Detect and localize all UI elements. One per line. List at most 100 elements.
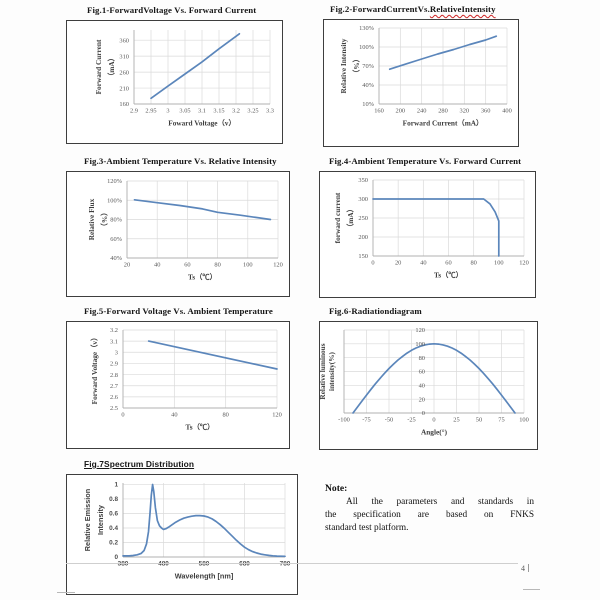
svg-text:-50: -50 [385, 417, 394, 424]
page-number-text: 4 [521, 564, 525, 573]
svg-text:780: 780 [280, 561, 291, 568]
svg-text:-100: -100 [338, 417, 350, 424]
figure-2-title: Fig.2-ForwardCurrentVs.RelativeIntensity [323, 4, 519, 17]
svg-text:40: 40 [171, 412, 177, 419]
svg-text:3.1: 3.1 [198, 108, 206, 115]
svg-text:40: 40 [154, 262, 160, 269]
svg-text:（%）: （%） [100, 209, 109, 231]
svg-text:100: 100 [494, 260, 504, 267]
svg-text:2.8: 2.8 [110, 372, 118, 379]
svg-text:Relative Flux: Relative Flux [87, 198, 96, 240]
svg-text:2.5: 2.5 [110, 405, 118, 412]
svg-text:680: 680 [239, 561, 250, 568]
footer-rule [66, 563, 518, 564]
svg-text:300: 300 [358, 196, 368, 203]
figure-6-chart: -100 -75 -50 -25 0 25 50 75 100 0 20 40 60 80 100 120 An… [318, 327, 529, 437]
svg-text:80: 80 [419, 355, 425, 362]
svg-text:Intensity: Intensity [96, 504, 105, 535]
svg-text:40%: 40% [110, 255, 122, 262]
figure-7-title: Fig.7Spectrum Distribution [66, 459, 298, 472]
svg-text:0: 0 [422, 410, 425, 417]
svg-text:20: 20 [395, 260, 401, 267]
svg-text:Foward Voltage（v）: Foward Voltage（v） [168, 119, 236, 128]
figure-5-frame: 0 40 80 120 2.5 2.6 2.7 2.8 2.9 3 3.1 3.2 Ts（℃） Forwa… [66, 321, 290, 449]
figure-3-title: Fig.3-Ambient Temperature Vs. Relative I… [66, 156, 290, 169]
svg-text:0.4: 0.4 [109, 525, 118, 532]
svg-text:2.7: 2.7 [110, 383, 119, 390]
svg-text:Relative Intensity: Relative Intensity [339, 38, 348, 93]
svg-text:120: 120 [272, 412, 282, 419]
svg-text:60: 60 [445, 260, 451, 267]
note-body-line-2: the specification are based on FNKS [325, 510, 534, 520]
svg-text:100: 100 [243, 262, 253, 269]
svg-text:360: 360 [481, 108, 491, 115]
svg-text:40: 40 [419, 383, 425, 390]
svg-text:150: 150 [358, 253, 368, 260]
svg-text:intensity(%): intensity(%) [327, 351, 336, 390]
svg-text:forward current: forward current [333, 192, 342, 243]
figure-5-chart: 0 40 80 120 2.5 2.6 2.7 2.8 2.9 3 3.1 3.2 Ts（℃） Forwa… [90, 327, 282, 432]
svg-text:3.15: 3.15 [213, 108, 224, 115]
svg-text:100%: 100% [107, 197, 123, 204]
svg-text:120: 120 [273, 262, 283, 269]
figure-4-frame: 0 20 40 60 80 100 120 150 200 250 300 350 Ts（℃） forwa… [319, 171, 536, 298]
svg-text:70%: 70% [362, 63, 374, 70]
figure-3-chart: 20 40 60 80 100 120 40% 60% 80% 100% 120% Ts（℃） Rela… [87, 178, 283, 281]
figure-1-frame: 2.9 2.95 3 3.05 3.1 3.15 3.2 3.25 3.3 160 210 260 31… [66, 20, 283, 144]
svg-text:160: 160 [119, 101, 129, 108]
figure-7-frame: 380 480 580 680 780 0 0.2 0.4 0.6 0.8 1 Wavelength … [66, 474, 298, 595]
svg-text:20: 20 [419, 396, 425, 403]
page-number-caret [528, 564, 529, 572]
svg-text:400: 400 [502, 108, 512, 115]
svg-text:80: 80 [470, 260, 476, 267]
svg-text:480: 480 [158, 561, 169, 568]
figure-5-title: Fig.5-Forward Voltage Vs. Ambient Temper… [66, 306, 290, 319]
svg-text:2.9: 2.9 [110, 361, 118, 368]
svg-text:0: 0 [114, 554, 118, 561]
margin-mark-bottom-left [57, 592, 75, 593]
figure-1: Fig.1-ForwardVoltage Vs. Forward Current… [66, 5, 283, 144]
svg-text:0: 0 [121, 412, 124, 419]
svg-text:Angle(°): Angle(°) [421, 428, 448, 437]
svg-text:80: 80 [222, 412, 228, 419]
svg-text:80%: 80% [110, 217, 122, 224]
svg-text:120: 120 [415, 327, 425, 334]
svg-text:（%）: （%） [352, 55, 361, 77]
svg-text:240: 240 [417, 108, 427, 115]
page-number: 4 [521, 564, 529, 573]
svg-text:10%: 10% [362, 101, 374, 108]
note-body-line-3: standard test platform. [325, 523, 409, 533]
figure-3-frame: 20 40 60 80 100 120 40% 60% 80% 100% 120% Ts（℃） Rela… [66, 171, 290, 297]
svg-text:Ts（℃）: Ts（℃） [186, 423, 215, 432]
svg-text:3.3: 3.3 [266, 108, 274, 115]
svg-text:210: 210 [119, 85, 129, 92]
svg-text:200: 200 [396, 108, 406, 115]
figure-2-title-text: Fig.2-ForwardCurrentVs. [330, 4, 430, 14]
figure-3-title-text: Fig.3-Ambient Temperature Vs. Relative I… [84, 156, 277, 166]
svg-text:-75: -75 [362, 417, 371, 424]
svg-text:3.05: 3.05 [179, 108, 190, 115]
figure-5: Fig.5-Forward Voltage Vs. Ambient Temper… [66, 306, 290, 449]
figure-6-title: Fig.6-Radiationdiagram [319, 306, 538, 319]
svg-text:3.25: 3.25 [247, 108, 258, 115]
svg-text:120: 120 [519, 260, 529, 267]
svg-text:50: 50 [476, 417, 482, 424]
svg-text:0: 0 [371, 260, 374, 267]
svg-text:Forward Current（mA）: Forward Current（mA） [403, 119, 484, 128]
svg-text:75: 75 [498, 417, 504, 424]
svg-text:（mA）: （mA） [107, 54, 116, 80]
note-heading: Note: [325, 483, 348, 494]
figure-4-chart: 0 20 40 60 80 100 120 150 200 250 300 350 Ts（℃） forwa… [333, 177, 529, 279]
svg-text:3.2: 3.2 [232, 108, 240, 115]
figure-7-chart: 380 480 580 680 780 0 0.2 0.4 0.6 0.8 1 Wavelength … [83, 482, 291, 581]
svg-text:130%: 130% [359, 25, 375, 32]
svg-text:2.95: 2.95 [145, 108, 156, 115]
svg-text:100: 100 [519, 417, 529, 424]
svg-text:40%: 40% [362, 82, 374, 89]
figure-1-title-text: Fig.1-ForwardVoltage Vs. Forward Current [87, 5, 257, 15]
figure-7-title-text: Fig.7Spectrum Distribution [84, 459, 195, 469]
svg-text:2.9: 2.9 [130, 108, 138, 115]
figure-6: Fig.6-Radiationdiagram -100 -75 -50 -25 0 25 5… [318, 306, 538, 450]
svg-text:Relative Emission: Relative Emission [83, 489, 92, 551]
svg-text:100: 100 [415, 341, 425, 348]
